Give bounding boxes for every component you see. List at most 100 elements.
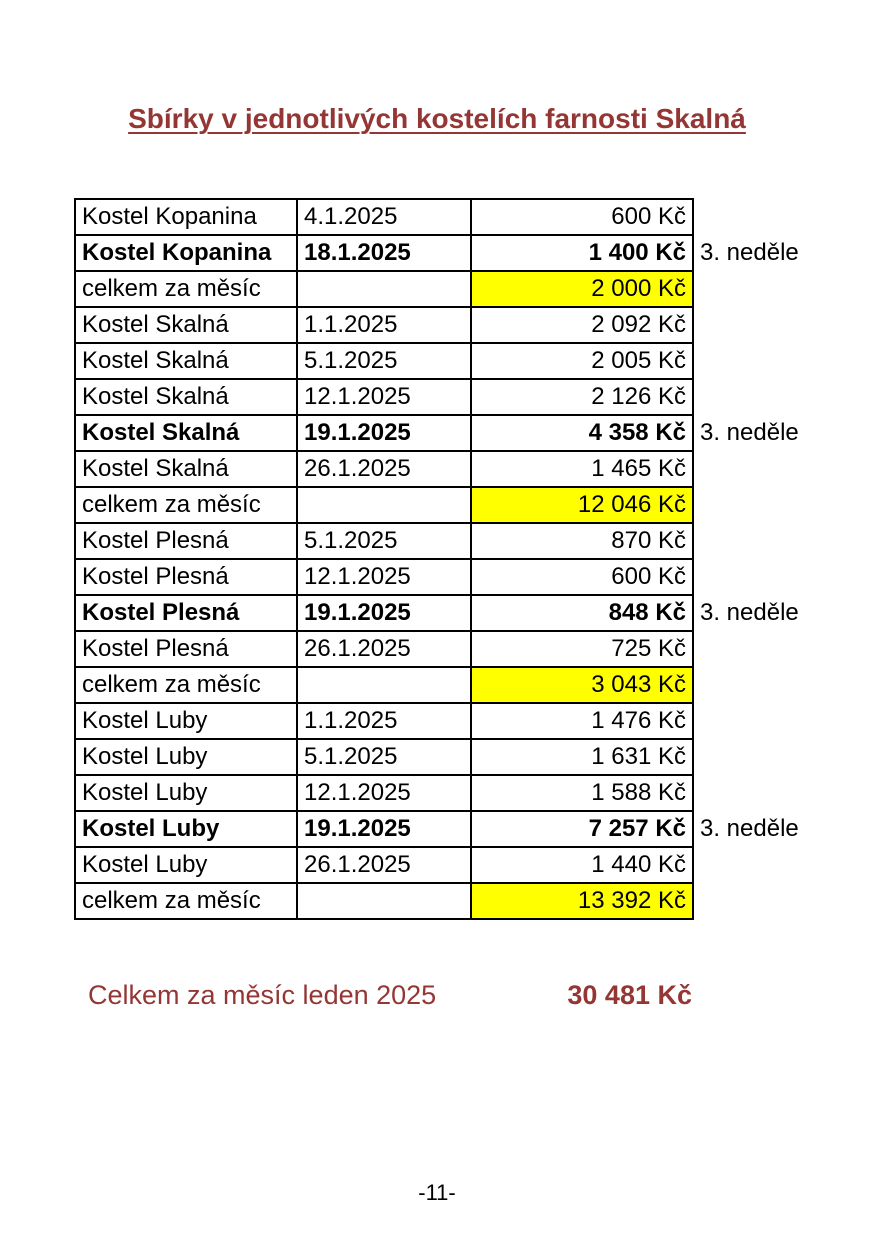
- table-row: Kostel Plesná 5.1.2025 870 Kč: [74, 522, 843, 560]
- amount-cell: 600 Kč: [470, 198, 694, 236]
- church-cell: Kostel Luby: [74, 738, 298, 776]
- note-cell: 3. neděle: [693, 811, 843, 847]
- church-cell: Kostel Skalná: [74, 378, 298, 416]
- table-row: Kostel Skalná 26.1.2025 1 465 Kč: [74, 450, 843, 488]
- note-cell: [693, 343, 843, 379]
- note-cell: 3. neděle: [693, 415, 843, 451]
- table-row: Kostel Kopanina 18.1.2025 1 400 Kč 3. neděl…: [74, 234, 843, 272]
- church-cell: Kostel Luby: [74, 846, 298, 884]
- date-cell: 18.1.2025: [296, 234, 472, 272]
- note-cell: [693, 739, 843, 775]
- table-row: Kostel Luby 19.1.2025 7 257 Kč 3. neděle: [74, 810, 843, 848]
- month-total-amount: 30 481 Kč: [567, 980, 692, 1010]
- amount-cell: 870 Kč: [470, 522, 694, 560]
- note-cell: [693, 559, 843, 595]
- amount-cell: 2 126 Kč: [470, 378, 694, 416]
- table-row: Kostel Luby 5.1.2025 1 631 Kč: [74, 738, 843, 776]
- amount-cell: 3 043 Kč: [470, 666, 694, 704]
- table-row: Kostel Plesná 26.1.2025 725 Kč: [74, 630, 843, 668]
- church-cell: Kostel Plesná: [74, 630, 298, 668]
- note-cell: [693, 523, 843, 559]
- month-total-label: Celkem za měsíc leden 2025: [88, 980, 437, 1010]
- page-title: Sbírky v jednotlivých kostelích farnosti…: [128, 103, 746, 134]
- amount-cell: 12 046 Kč: [470, 486, 694, 524]
- date-cell: 5.1.2025: [296, 738, 472, 776]
- note-cell: [693, 775, 843, 811]
- note-cell: [693, 631, 843, 667]
- church-cell: celkem za měsíc: [74, 270, 298, 308]
- amount-cell: 1 631 Kč: [470, 738, 694, 776]
- amount-cell: 7 257 Kč: [470, 810, 694, 848]
- date-cell: 19.1.2025: [296, 414, 472, 452]
- note-cell: 3. neděle: [693, 235, 843, 271]
- table-row: celkem za měsíc 2 000 Kč: [74, 270, 843, 308]
- date-cell: [296, 882, 472, 920]
- church-cell: celkem za měsíc: [74, 486, 298, 524]
- amount-cell: 13 392 Kč: [470, 882, 694, 920]
- note-cell: [693, 379, 843, 415]
- date-cell: 12.1.2025: [296, 558, 472, 596]
- date-cell: 19.1.2025: [296, 810, 472, 848]
- church-cell: celkem za měsíc: [74, 666, 298, 704]
- amount-cell: 4 358 Kč: [470, 414, 694, 452]
- amount-cell: 848 Kč: [470, 594, 694, 632]
- collections-table-wrapper: Kostel Kopanina 4.1.2025 600 Kč Kostel Kopa…: [74, 198, 844, 920]
- date-cell: 26.1.2025: [296, 450, 472, 488]
- amount-cell: 1 400 Kč: [470, 234, 694, 272]
- church-cell: Kostel Skalná: [74, 306, 298, 344]
- church-cell: Kostel Skalná: [74, 414, 298, 452]
- amount-cell: 2 000 Kč: [470, 270, 694, 308]
- table-row: Kostel Skalná 19.1.2025 4 358 Kč 3. neděle: [74, 414, 843, 452]
- amount-cell: 1 588 Kč: [470, 774, 694, 812]
- table-row: Kostel Skalná 1.1.2025 2 092 Kč: [74, 306, 843, 344]
- church-cell: Kostel Plesná: [74, 522, 298, 560]
- date-cell: [296, 486, 472, 524]
- collections-table: Kostel Kopanina 4.1.2025 600 Kč Kostel Kopa…: [74, 198, 844, 920]
- table-row: Kostel Luby 12.1.2025 1 588 Kč: [74, 774, 843, 812]
- date-cell: 26.1.2025: [296, 630, 472, 668]
- date-cell: 19.1.2025: [296, 594, 472, 632]
- note-cell: [693, 883, 843, 919]
- table-row: celkem za měsíc 12 046 Kč: [74, 486, 843, 524]
- date-cell: 4.1.2025: [296, 198, 472, 236]
- date-cell: [296, 666, 472, 704]
- church-cell: Kostel Skalná: [74, 342, 298, 380]
- date-cell: [296, 270, 472, 308]
- amount-cell: 600 Kč: [470, 558, 694, 596]
- amount-cell: 2 005 Kč: [470, 342, 694, 380]
- note-cell: [693, 487, 843, 523]
- note-cell: [693, 667, 843, 703]
- amount-cell: 1 476 Kč: [470, 702, 694, 740]
- church-cell: Kostel Plesná: [74, 558, 298, 596]
- table-row: Kostel Skalná 12.1.2025 2 126 Kč: [74, 378, 843, 416]
- note-cell: [693, 847, 843, 883]
- note-cell: 3. neděle: [693, 595, 843, 631]
- date-cell: 12.1.2025: [296, 774, 472, 812]
- amount-cell: 1 465 Kč: [470, 450, 694, 488]
- note-cell: [693, 307, 843, 343]
- note-cell: [693, 271, 843, 307]
- church-cell: Kostel Luby: [74, 774, 298, 812]
- note-cell: [693, 199, 843, 235]
- table-row: Kostel Plesná 12.1.2025 600 Kč: [74, 558, 843, 596]
- church-cell: Kostel Luby: [74, 810, 298, 848]
- date-cell: 1.1.2025: [296, 306, 472, 344]
- church-cell: Kostel Kopanina: [74, 198, 298, 236]
- table-row: Kostel Kopanina 4.1.2025 600 Kč: [74, 198, 843, 236]
- table-row: Kostel Luby 26.1.2025 1 440 Kč: [74, 846, 843, 884]
- note-cell: [693, 703, 843, 739]
- note-cell: [693, 451, 843, 487]
- church-cell: celkem za měsíc: [74, 882, 298, 920]
- page-number: -11-: [418, 1180, 456, 1205]
- table-row: celkem za měsíc 13 392 Kč: [74, 882, 843, 920]
- date-cell: 5.1.2025: [296, 522, 472, 560]
- amount-cell: 1 440 Kč: [470, 846, 694, 884]
- church-cell: Kostel Skalná: [74, 450, 298, 488]
- collections-table-body: Kostel Kopanina 4.1.2025 600 Kč Kostel Kopa…: [74, 198, 843, 920]
- church-cell: Kostel Luby: [74, 702, 298, 740]
- table-row: Kostel Luby 1.1.2025 1 476 Kč: [74, 702, 843, 740]
- date-cell: 1.1.2025: [296, 702, 472, 740]
- table-row: Kostel Skalná 5.1.2025 2 005 Kč: [74, 342, 843, 380]
- date-cell: 12.1.2025: [296, 378, 472, 416]
